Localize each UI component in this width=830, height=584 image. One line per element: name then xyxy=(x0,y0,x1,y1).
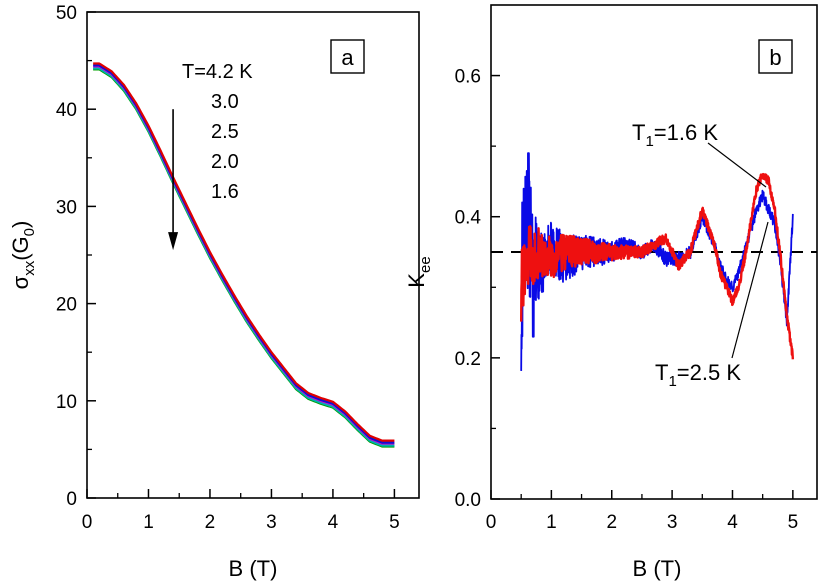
panel-b-x-axis-label: B (T) xyxy=(633,556,682,581)
panel-a-x-tick-label: 1 xyxy=(143,512,154,533)
panel-a-y-axis-label: σxx(G0) xyxy=(8,221,38,290)
panel-a-legend-entry: 2.0 xyxy=(211,151,239,173)
panel-a-series xyxy=(93,62,395,448)
panel-a-series-line xyxy=(93,64,395,444)
panel-a-legend-entry: 3.0 xyxy=(211,91,239,113)
panel-b-x-tick-label: 2 xyxy=(606,512,617,533)
panel-b-y-tick-label: 0.6 xyxy=(455,67,481,88)
panel-a-x-axis-label: B (T) xyxy=(229,556,278,581)
annotation-leader-2-5k xyxy=(731,221,769,359)
panel-a-series-line xyxy=(93,65,395,445)
panel-a-legend-entry: T=4.2 K xyxy=(182,61,253,83)
panel-a-x-tick-label: 3 xyxy=(266,512,277,533)
panel-b-x-tick-label: 0 xyxy=(486,512,497,533)
panel-a-label-box xyxy=(330,39,365,74)
panel-b-y-axis-label: Kee xyxy=(404,256,434,287)
panel-b-y-tick-label: 0.0 xyxy=(455,490,481,511)
panel-a-label: a xyxy=(341,45,354,70)
panel-a-x-tick-label: 5 xyxy=(389,512,400,533)
annotation-t1-1-6k: T1=1.6 K xyxy=(632,120,718,150)
panel-b-x-tick-label: 1 xyxy=(546,512,557,533)
panel-a: 0 1 2 3 4 5 0 10 20 30 40 50 a T=4.2 K 3.0 2.5 2.0 1.6… xyxy=(8,3,420,581)
panel-a-y-tick-label: 10 xyxy=(56,392,77,413)
panel-b-y-tick-label: 0.2 xyxy=(455,349,481,370)
panel-a-legend-entry: 2.5 xyxy=(211,121,239,143)
panel-a-series-line xyxy=(93,68,395,448)
annotation-leader-1-6k xyxy=(707,142,767,188)
panel-b-label: b xyxy=(769,45,781,70)
panel-b-series xyxy=(519,152,795,371)
panel-a-y-tick-label: 50 xyxy=(56,3,77,24)
panel-a-frame xyxy=(86,11,420,499)
panel-a-x-ticks: 0 1 2 3 4 5 xyxy=(82,489,400,533)
panel-a-series-line xyxy=(93,67,395,447)
panel-b-x-tick-label: 5 xyxy=(788,512,799,533)
panel-a-y-tick-label: 0 xyxy=(66,489,77,510)
panel-a-legend-entry: 1.6 xyxy=(211,181,239,203)
panel-a-y-tick-label: 20 xyxy=(56,295,77,316)
panel-a-y-ticks: 0 10 20 30 40 50 xyxy=(56,3,96,510)
panel-a-legend: T=4.2 K 3.0 2.5 2.0 1.6 xyxy=(182,61,253,203)
panel-b-x-tick-label: 4 xyxy=(727,512,738,533)
panel-b-series-line xyxy=(519,172,795,360)
annotation-t1-2-5k: T1=2.5 K xyxy=(655,360,741,390)
panel-a-x-tick-label: 2 xyxy=(205,512,216,533)
panel-a-series-line xyxy=(93,62,395,442)
panel-a-x-tick-label: 0 xyxy=(82,512,93,533)
panel-b-label-box xyxy=(758,39,793,74)
panel-b-y-ticks: 0.0 0.2 0.4 0.6 xyxy=(455,67,500,511)
panel-b-y-tick-label: 0.4 xyxy=(455,208,482,229)
panel-a-y-tick-label: 40 xyxy=(56,100,77,121)
panel-b-x-tick-label: 3 xyxy=(667,512,678,533)
temperature-arrow-head xyxy=(168,232,179,251)
panel-a-x-tick-label: 4 xyxy=(328,512,339,533)
panel-a-y-tick-label: 30 xyxy=(56,197,77,218)
panel-b-x-ticks: 0 1 2 3 4 5 xyxy=(486,490,798,533)
